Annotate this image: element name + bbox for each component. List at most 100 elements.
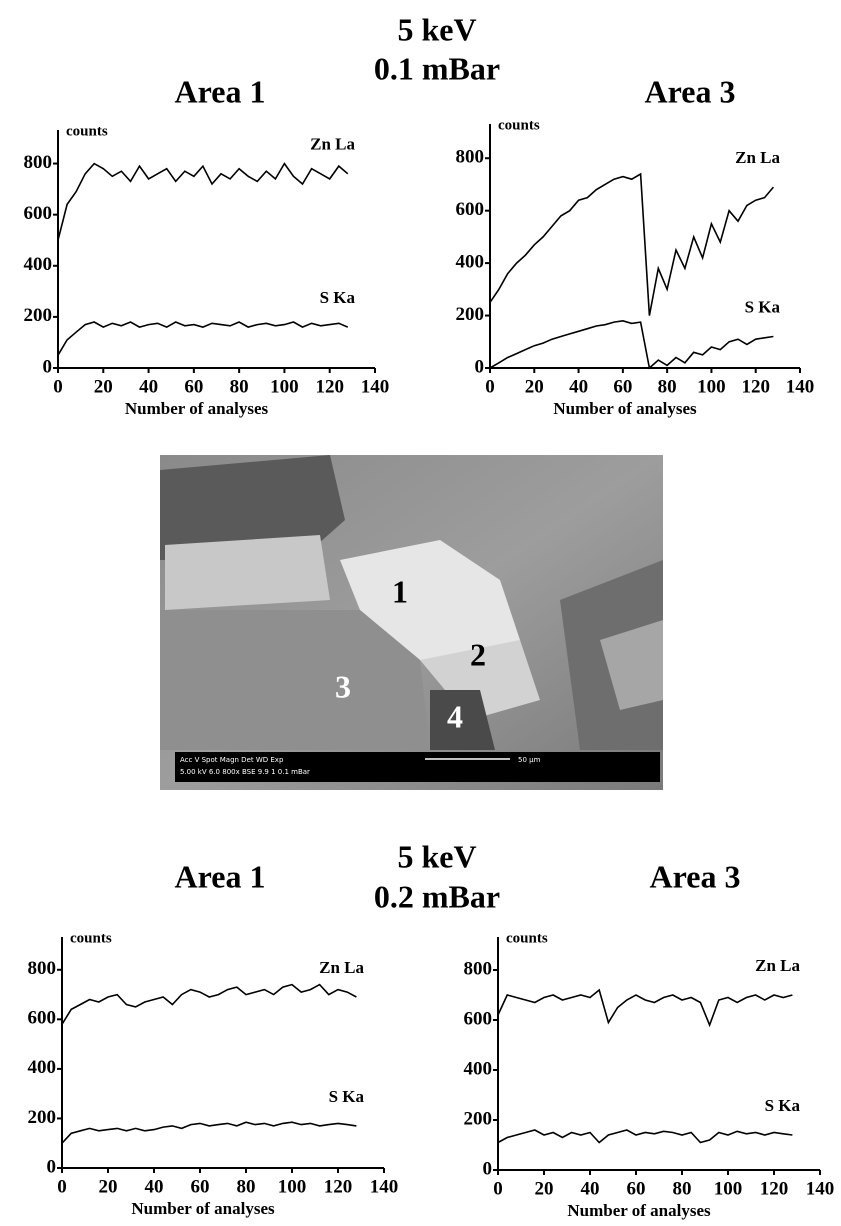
x-tick-label: 80 xyxy=(673,1178,692,1199)
x-tick-label: 0 xyxy=(53,376,63,397)
chart-title: Area 1 xyxy=(175,73,266,109)
x-tick-label: 0 xyxy=(485,376,495,397)
y-tick-label: 0 xyxy=(475,356,485,377)
series-line xyxy=(57,321,349,356)
y-axis-label: counts xyxy=(66,123,108,139)
y-tick-label: 200 xyxy=(28,1107,57,1128)
series-line xyxy=(61,1121,357,1144)
series-label: S Ka xyxy=(329,1087,365,1106)
x-tick-label: 140 xyxy=(786,376,815,397)
series-line xyxy=(489,319,774,370)
x-tick-label: 20 xyxy=(94,376,113,397)
x-tick-label: 40 xyxy=(145,1176,164,1197)
sem-image: Acc V Spot Magn Det WD Exp 5.00 kV 6.0 8… xyxy=(160,455,663,790)
x-tick-label: 100 xyxy=(714,1178,743,1199)
chart-title: Area 1 xyxy=(175,858,266,894)
chart-title: Area 3 xyxy=(650,858,741,894)
y-tick-label: 600 xyxy=(24,203,53,224)
x-tick-label: 20 xyxy=(535,1178,554,1199)
scale-label: 50 µm xyxy=(518,756,541,764)
x-tick-label: 60 xyxy=(191,1176,210,1197)
y-tick-label: 0 xyxy=(43,356,53,377)
section-energy: 5 keV xyxy=(397,838,476,874)
x-tick-label: 60 xyxy=(627,1178,646,1199)
sem-grain xyxy=(165,535,330,610)
series-label: Zn La xyxy=(319,958,364,977)
y-tick-label: 0 xyxy=(483,1158,493,1179)
x-axis-label: Number of analyses xyxy=(131,1199,275,1218)
x-axis-label: Number of analyses xyxy=(125,399,269,418)
y-tick-label: 200 xyxy=(464,1108,493,1129)
series-line xyxy=(489,172,775,316)
x-tick-label: 40 xyxy=(581,1178,600,1199)
y-tick-label: 800 xyxy=(464,958,493,979)
sem-grain xyxy=(160,455,345,560)
x-axis-label: Number of analyses xyxy=(567,1201,711,1220)
series-label: S Ka xyxy=(320,288,356,307)
region-label: 4 xyxy=(447,698,463,734)
y-tick-label: 800 xyxy=(456,147,485,168)
series-label: S Ka xyxy=(745,297,781,316)
x-tick-label: 0 xyxy=(493,1178,503,1199)
x-tick-label: 0 xyxy=(57,1176,67,1197)
x-tick-label: 20 xyxy=(525,376,544,397)
x-tick-label: 120 xyxy=(324,1176,353,1197)
section-pressure: 0.1 mBar xyxy=(374,50,500,86)
x-tick-label: 80 xyxy=(658,376,677,397)
y-tick-label: 0 xyxy=(47,1156,57,1177)
region-label: 1 xyxy=(392,573,408,609)
x-tick-label: 60 xyxy=(184,376,203,397)
x-tick-label: 80 xyxy=(237,1176,256,1197)
y-tick-label: 400 xyxy=(24,254,53,275)
y-axis-label: counts xyxy=(498,117,540,133)
section-energy: 5 keV xyxy=(397,11,476,47)
x-tick-label: 40 xyxy=(569,376,588,397)
y-tick-label: 200 xyxy=(24,305,53,326)
x-tick-label: 140 xyxy=(370,1176,399,1197)
y-tick-label: 800 xyxy=(24,152,53,173)
sem-grain xyxy=(430,690,495,750)
sem-grain xyxy=(340,540,520,670)
series-line xyxy=(57,162,349,241)
y-tick-label: 600 xyxy=(456,199,485,220)
sem-grain xyxy=(600,620,663,710)
x-tick-label: 100 xyxy=(270,376,299,397)
x-tick-label: 120 xyxy=(741,376,770,397)
y-tick-label: 600 xyxy=(28,1008,57,1029)
series-label: Zn La xyxy=(310,135,355,154)
y-tick-label: 600 xyxy=(464,1008,493,1029)
series-label: Zn La xyxy=(735,148,780,167)
x-tick-label: 100 xyxy=(278,1176,307,1197)
x-tick-label: 20 xyxy=(99,1176,118,1197)
y-tick-label: 800 xyxy=(28,958,57,979)
info-header: Acc V Spot Magn Det WD Exp xyxy=(180,756,284,764)
chart-title: Area 3 xyxy=(645,73,736,109)
sem-info-bar xyxy=(175,752,660,782)
y-axis-label: counts xyxy=(70,930,112,946)
x-tick-label: 140 xyxy=(361,376,390,397)
x-tick-label: 80 xyxy=(230,376,249,397)
y-tick-label: 200 xyxy=(456,304,485,325)
region-label: 2 xyxy=(470,636,486,672)
series-line xyxy=(497,1129,793,1144)
series-label: Zn La xyxy=(755,956,800,975)
y-tick-label: 400 xyxy=(464,1058,493,1079)
section-pressure: 0.2 mBar xyxy=(374,878,500,914)
series-line xyxy=(497,988,793,1028)
x-tick-label: 60 xyxy=(613,376,632,397)
series-line xyxy=(61,983,357,1025)
x-tick-label: 100 xyxy=(697,376,726,397)
info-values: 5.00 kV 6.0 800x BSE 9.9 1 0.1 mBar xyxy=(180,768,310,776)
series-label: S Ka xyxy=(765,1096,801,1115)
x-tick-label: 40 xyxy=(139,376,158,397)
x-tick-label: 120 xyxy=(760,1178,789,1199)
x-tick-label: 140 xyxy=(806,1178,835,1199)
sem-grain xyxy=(420,640,540,720)
y-tick-label: 400 xyxy=(28,1057,57,1078)
sem-grain xyxy=(160,610,430,750)
